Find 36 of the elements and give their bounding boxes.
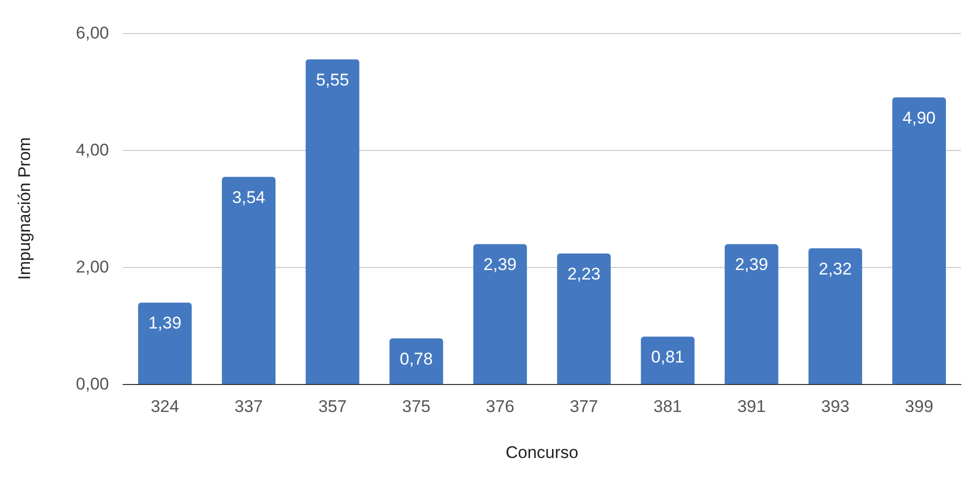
y-tick-label: 0,00 [76, 374, 109, 394]
x-tick-label: 391 [737, 397, 766, 416]
data-label: 2,23 [567, 264, 600, 284]
y-axis-title: Impugnación Prom [15, 137, 34, 280]
data-label: 5,55 [316, 70, 350, 90]
data-label: 0,81 [651, 348, 684, 367]
y-tick-label: 4,00 [76, 140, 109, 160]
data-label: 3,54 [232, 188, 266, 207]
x-tick-label: 337 [234, 397, 263, 416]
y-tick-label: 6,00 [76, 24, 109, 42]
x-tick-label: 377 [570, 397, 598, 416]
x-tick-label: 324 [150, 397, 180, 416]
data-label: 2,32 [818, 259, 852, 278]
bar [389, 338, 444, 384]
data-label: 1,39 [148, 314, 182, 333]
bar [222, 176, 276, 384]
x-tick-label: 393 [821, 397, 850, 416]
bar [724, 244, 778, 384]
bar [557, 254, 611, 384]
data-label: 2,39 [734, 255, 768, 274]
x-axis-title: Concurso [506, 443, 578, 462]
data-label: 4,90 [902, 108, 936, 128]
bar [892, 97, 946, 384]
data-label: 0,78 [400, 349, 433, 368]
bar [473, 244, 527, 384]
bar [306, 59, 360, 384]
x-tick-label: 376 [486, 397, 514, 416]
x-tick-label: 375 [402, 397, 430, 416]
bar [808, 248, 862, 384]
bar [640, 336, 695, 384]
x-tick-label: 357 [318, 397, 347, 416]
data-label: 2,39 [484, 255, 517, 274]
y-tick-label: 2,00 [76, 258, 109, 276]
x-tick-label: 381 [654, 397, 682, 416]
x-tick-label: 399 [904, 397, 934, 416]
bar [138, 302, 192, 384]
